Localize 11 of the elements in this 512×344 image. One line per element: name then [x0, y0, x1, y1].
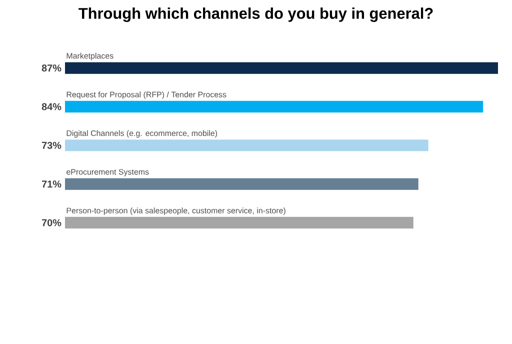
data-label: 87% [42, 64, 62, 72]
data-label: 71% [42, 180, 62, 188]
data-label: 73% [42, 142, 62, 149]
bar [65, 140, 428, 152]
bar [65, 62, 498, 74]
bar [65, 100, 484, 112]
bar [65, 216, 414, 229]
bar [65, 178, 418, 190]
chart-title: Through which channels do you buy in general? [78, 8, 433, 22]
data-label: 84% [42, 103, 62, 110]
data-label: 70% [42, 219, 62, 226]
